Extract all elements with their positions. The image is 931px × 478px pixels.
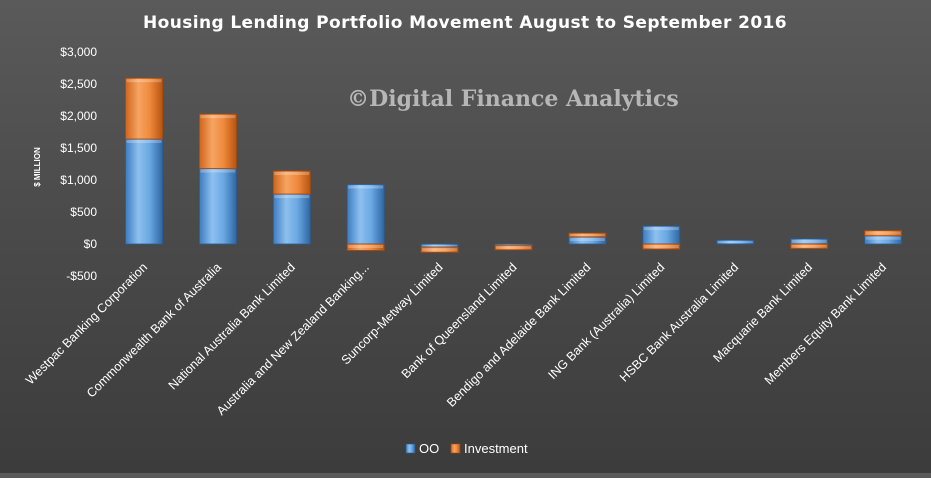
legend-swatch-investment bbox=[450, 443, 461, 454]
bar-highlight bbox=[865, 231, 901, 235]
bar-investment-1 bbox=[125, 77, 163, 140]
bar-highlight bbox=[569, 238, 605, 241]
bar-investment-6 bbox=[494, 244, 533, 251]
x-tick-label: National Australia Bank Limited bbox=[166, 260, 298, 392]
bar-oo-2 bbox=[198, 168, 237, 245]
watermark-text: ©Digital Finance Analytics bbox=[347, 86, 679, 112]
bar-highlight bbox=[126, 79, 162, 83]
bar-highlight bbox=[274, 172, 310, 175]
bar-highlight bbox=[422, 245, 458, 247]
y-axis-label: $ MILLION bbox=[33, 147, 42, 187]
bar-highlight bbox=[200, 169, 236, 173]
bar-highlight bbox=[643, 245, 679, 248]
bar-investment-4 bbox=[346, 243, 385, 251]
bar-highlight bbox=[791, 245, 827, 248]
y-tick-label: $1,000 bbox=[60, 173, 97, 187]
bar-oo-9 bbox=[716, 239, 755, 245]
y-tick-label: $2,500 bbox=[60, 77, 97, 91]
y-tick-label: $0 bbox=[84, 237, 98, 251]
bar-highlight bbox=[791, 239, 827, 243]
bars bbox=[125, 77, 902, 253]
y-tick-label: -$500 bbox=[66, 269, 97, 283]
bar-investment-11 bbox=[864, 230, 902, 237]
chart-title: Housing Lending Portfolio Movement Augus… bbox=[143, 13, 787, 33]
bar-highlight bbox=[717, 241, 753, 243]
bar-investment-5 bbox=[420, 246, 459, 253]
x-tick-label: ING Bank (Australia) Limited bbox=[546, 260, 668, 382]
bar-investment-10 bbox=[790, 243, 829, 249]
y-axis-ticks: $3,000 $2,500 $2,000 $1,500 $1,000 $500 $0 -$50… bbox=[60, 45, 97, 283]
x-tick-label: HSBC Bank Australia Limited bbox=[617, 260, 741, 384]
y-tick-label: $1,500 bbox=[60, 141, 97, 155]
bar-highlight bbox=[200, 115, 236, 119]
bar-highlight bbox=[348, 185, 384, 189]
x-tick-label: Australia and New Zealand Banking... bbox=[214, 260, 372, 418]
bar-oo-1 bbox=[125, 138, 163, 245]
bar-investment-3 bbox=[272, 170, 311, 195]
y-tick-label: $500 bbox=[70, 205, 97, 219]
bar-highlight bbox=[348, 245, 384, 248]
bar-investment-7 bbox=[568, 232, 607, 238]
legend-label: OO bbox=[419, 441, 439, 456]
y-tick-label: $3,000 bbox=[60, 45, 97, 59]
bar-investment-2 bbox=[198, 113, 237, 169]
legend-swatch-oo bbox=[405, 443, 416, 454]
legend: OO Investment bbox=[405, 441, 528, 456]
bar-highlight bbox=[569, 234, 605, 236]
bar-investment-8 bbox=[642, 243, 681, 250]
bar-highlight bbox=[126, 140, 162, 143]
bar-oo-3 bbox=[272, 193, 311, 245]
legend-label: Investment bbox=[464, 441, 528, 456]
bar-highlight bbox=[865, 236, 901, 240]
bar-highlight bbox=[274, 195, 310, 199]
bar-highlight bbox=[422, 248, 458, 252]
x-tick-label: Commonwealth Bank of Australia bbox=[84, 260, 224, 400]
x-axis-ticks: Westpac Banking CorporationCommonwealth … bbox=[23, 260, 889, 418]
bar-highlight bbox=[496, 246, 531, 249]
bar-highlight bbox=[643, 227, 679, 231]
y-tick-label: $2,000 bbox=[60, 109, 97, 123]
bar-oo-4 bbox=[346, 184, 385, 245]
x-tick-label: Members Equity Bank Limited bbox=[762, 260, 889, 387]
x-tick-label: Bendigo and Adelaide Bank Limited bbox=[444, 260, 593, 409]
